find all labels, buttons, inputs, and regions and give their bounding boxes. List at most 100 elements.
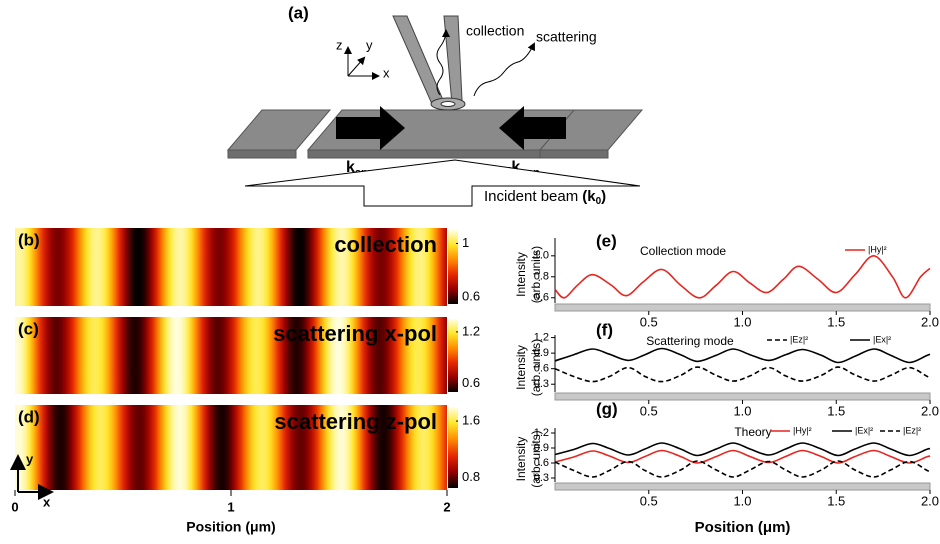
y-tick-label: 1.0	[534, 250, 549, 262]
panel-label: (d)	[18, 407, 40, 426]
x-tick-label: 0.5	[640, 314, 658, 329]
label: scattering	[536, 29, 597, 45]
y-axis-label: Intensity	[514, 437, 528, 482]
y-tick-label: 1.2	[534, 427, 549, 439]
probe	[443, 15, 463, 105]
series-line	[554, 254, 931, 299]
colorbar	[448, 319, 458, 392]
colorbar-tick-label: 0.8	[462, 469, 480, 484]
x-tick-label: 1.0	[733, 314, 751, 329]
legend-label: |Ex|²	[855, 425, 873, 435]
panel-label: (a)	[288, 3, 309, 22]
wave-arrow	[473, 42, 535, 97]
y-tick-label: 0.8	[534, 271, 549, 283]
heatmap-image	[15, 405, 447, 490]
x-tick-label: 1.0	[733, 403, 751, 418]
probe-tip	[440, 101, 456, 107]
wave-arrow	[436, 29, 450, 96]
series-line	[554, 442, 931, 457]
y-axis-label: Intensity	[514, 252, 528, 297]
y-axis-label: (arb. units)	[529, 339, 543, 396]
panel-label: (e)	[596, 231, 617, 250]
x-tick-label: 0	[11, 499, 18, 514]
y-axis-label: Intensity	[514, 345, 528, 390]
legend-label: |Ez|²	[903, 425, 921, 435]
colorbar-tick-label: 1	[462, 235, 469, 250]
x-axis-label: Position (μm)	[186, 519, 275, 535]
chart-title: Scattering mode	[646, 334, 734, 348]
probe	[392, 15, 444, 105]
incident-arrow	[244, 159, 641, 207]
x-tick-label: 0.5	[640, 403, 658, 418]
y-tick-label: 0.3	[534, 472, 549, 484]
label: x	[383, 65, 390, 80]
label: Incident beam	[484, 188, 578, 205]
x-tick-label: 1.0	[733, 493, 751, 508]
heatmaps: (b) collection 0.6 1 (c) scattering x-pol 0.6 1…	[10, 228, 480, 535]
heatmap-image	[15, 228, 447, 306]
colorbar-tick-label: 1.2	[462, 323, 480, 338]
axis-label: x	[43, 494, 51, 509]
map-title: scattering x-pol	[273, 321, 437, 346]
arrow	[336, 106, 405, 150]
label: k	[346, 159, 355, 176]
slab	[227, 149, 297, 159]
x-tick-label: 2.0	[921, 493, 939, 508]
label: Incident beam (k0)	[484, 188, 606, 207]
series-line	[554, 347, 931, 364]
map-title: scattering z-pol	[274, 409, 437, 434]
label: y	[366, 37, 373, 52]
y-tick-label: 0.6	[534, 363, 549, 375]
label: (k	[582, 188, 596, 205]
colorbar-tick-label: 0.6	[462, 289, 480, 304]
slab	[539, 149, 609, 159]
colorbar	[448, 407, 458, 488]
panel-label: (c)	[18, 319, 39, 338]
x-tick-label: 2.0	[921, 403, 939, 418]
y-axis-label: (arb. units)	[529, 246, 543, 303]
x-tick-label: 0.5	[640, 493, 658, 508]
diagram: (a) collection scattering z y x kspp -ks…	[226, 3, 644, 207]
x-tick-label: 1.5	[827, 314, 845, 329]
legend-label: |Ex|²	[873, 334, 891, 344]
colorbar	[448, 230, 458, 304]
x-tick-label: 1.5	[827, 403, 845, 418]
series-line	[554, 460, 931, 478]
x-axis-label: Position (μm)	[695, 519, 791, 536]
y-tick-label: 0.6	[534, 292, 549, 304]
label: 0	[596, 196, 602, 207]
arrow	[499, 106, 566, 150]
colorbar-tick-label: 0.6	[462, 375, 480, 390]
x-tick-label: 1	[227, 499, 234, 514]
label: )	[601, 188, 606, 205]
label: collection	[466, 23, 524, 39]
series-line	[554, 366, 931, 383]
y-axis-label: (arb. units)	[529, 430, 543, 487]
axis-arrow	[347, 56, 366, 77]
chart-title: Theory	[734, 425, 771, 439]
y-tick-label: 0.3	[534, 378, 549, 390]
heatmap-image	[15, 317, 447, 394]
legend-label: |Hy|²	[793, 425, 812, 435]
panel-label: (b)	[18, 230, 40, 249]
y-tick-label: 0.9	[534, 442, 549, 454]
legend-label: |Hy|²	[868, 244, 887, 254]
label: z	[336, 37, 343, 52]
y-tick-label: 0.9	[534, 347, 549, 359]
y-tick-label: 0.6	[534, 457, 549, 469]
slab	[307, 149, 557, 159]
axis-label: y	[26, 451, 34, 466]
chart-title: Collection mode	[640, 244, 726, 258]
panel-label: (g)	[596, 399, 618, 418]
panel-label: (f)	[596, 320, 613, 339]
legend-label: |Ez|²	[790, 334, 808, 344]
map-title: collection	[334, 232, 437, 257]
colorbar-tick-label: 1.6	[462, 413, 480, 428]
x-tick-label: 1.5	[827, 493, 845, 508]
x-tick-label: 2.0	[921, 314, 939, 329]
y-tick-label: 1.2	[534, 331, 549, 343]
series-line	[554, 449, 931, 464]
axis-bar	[554, 303, 931, 312]
